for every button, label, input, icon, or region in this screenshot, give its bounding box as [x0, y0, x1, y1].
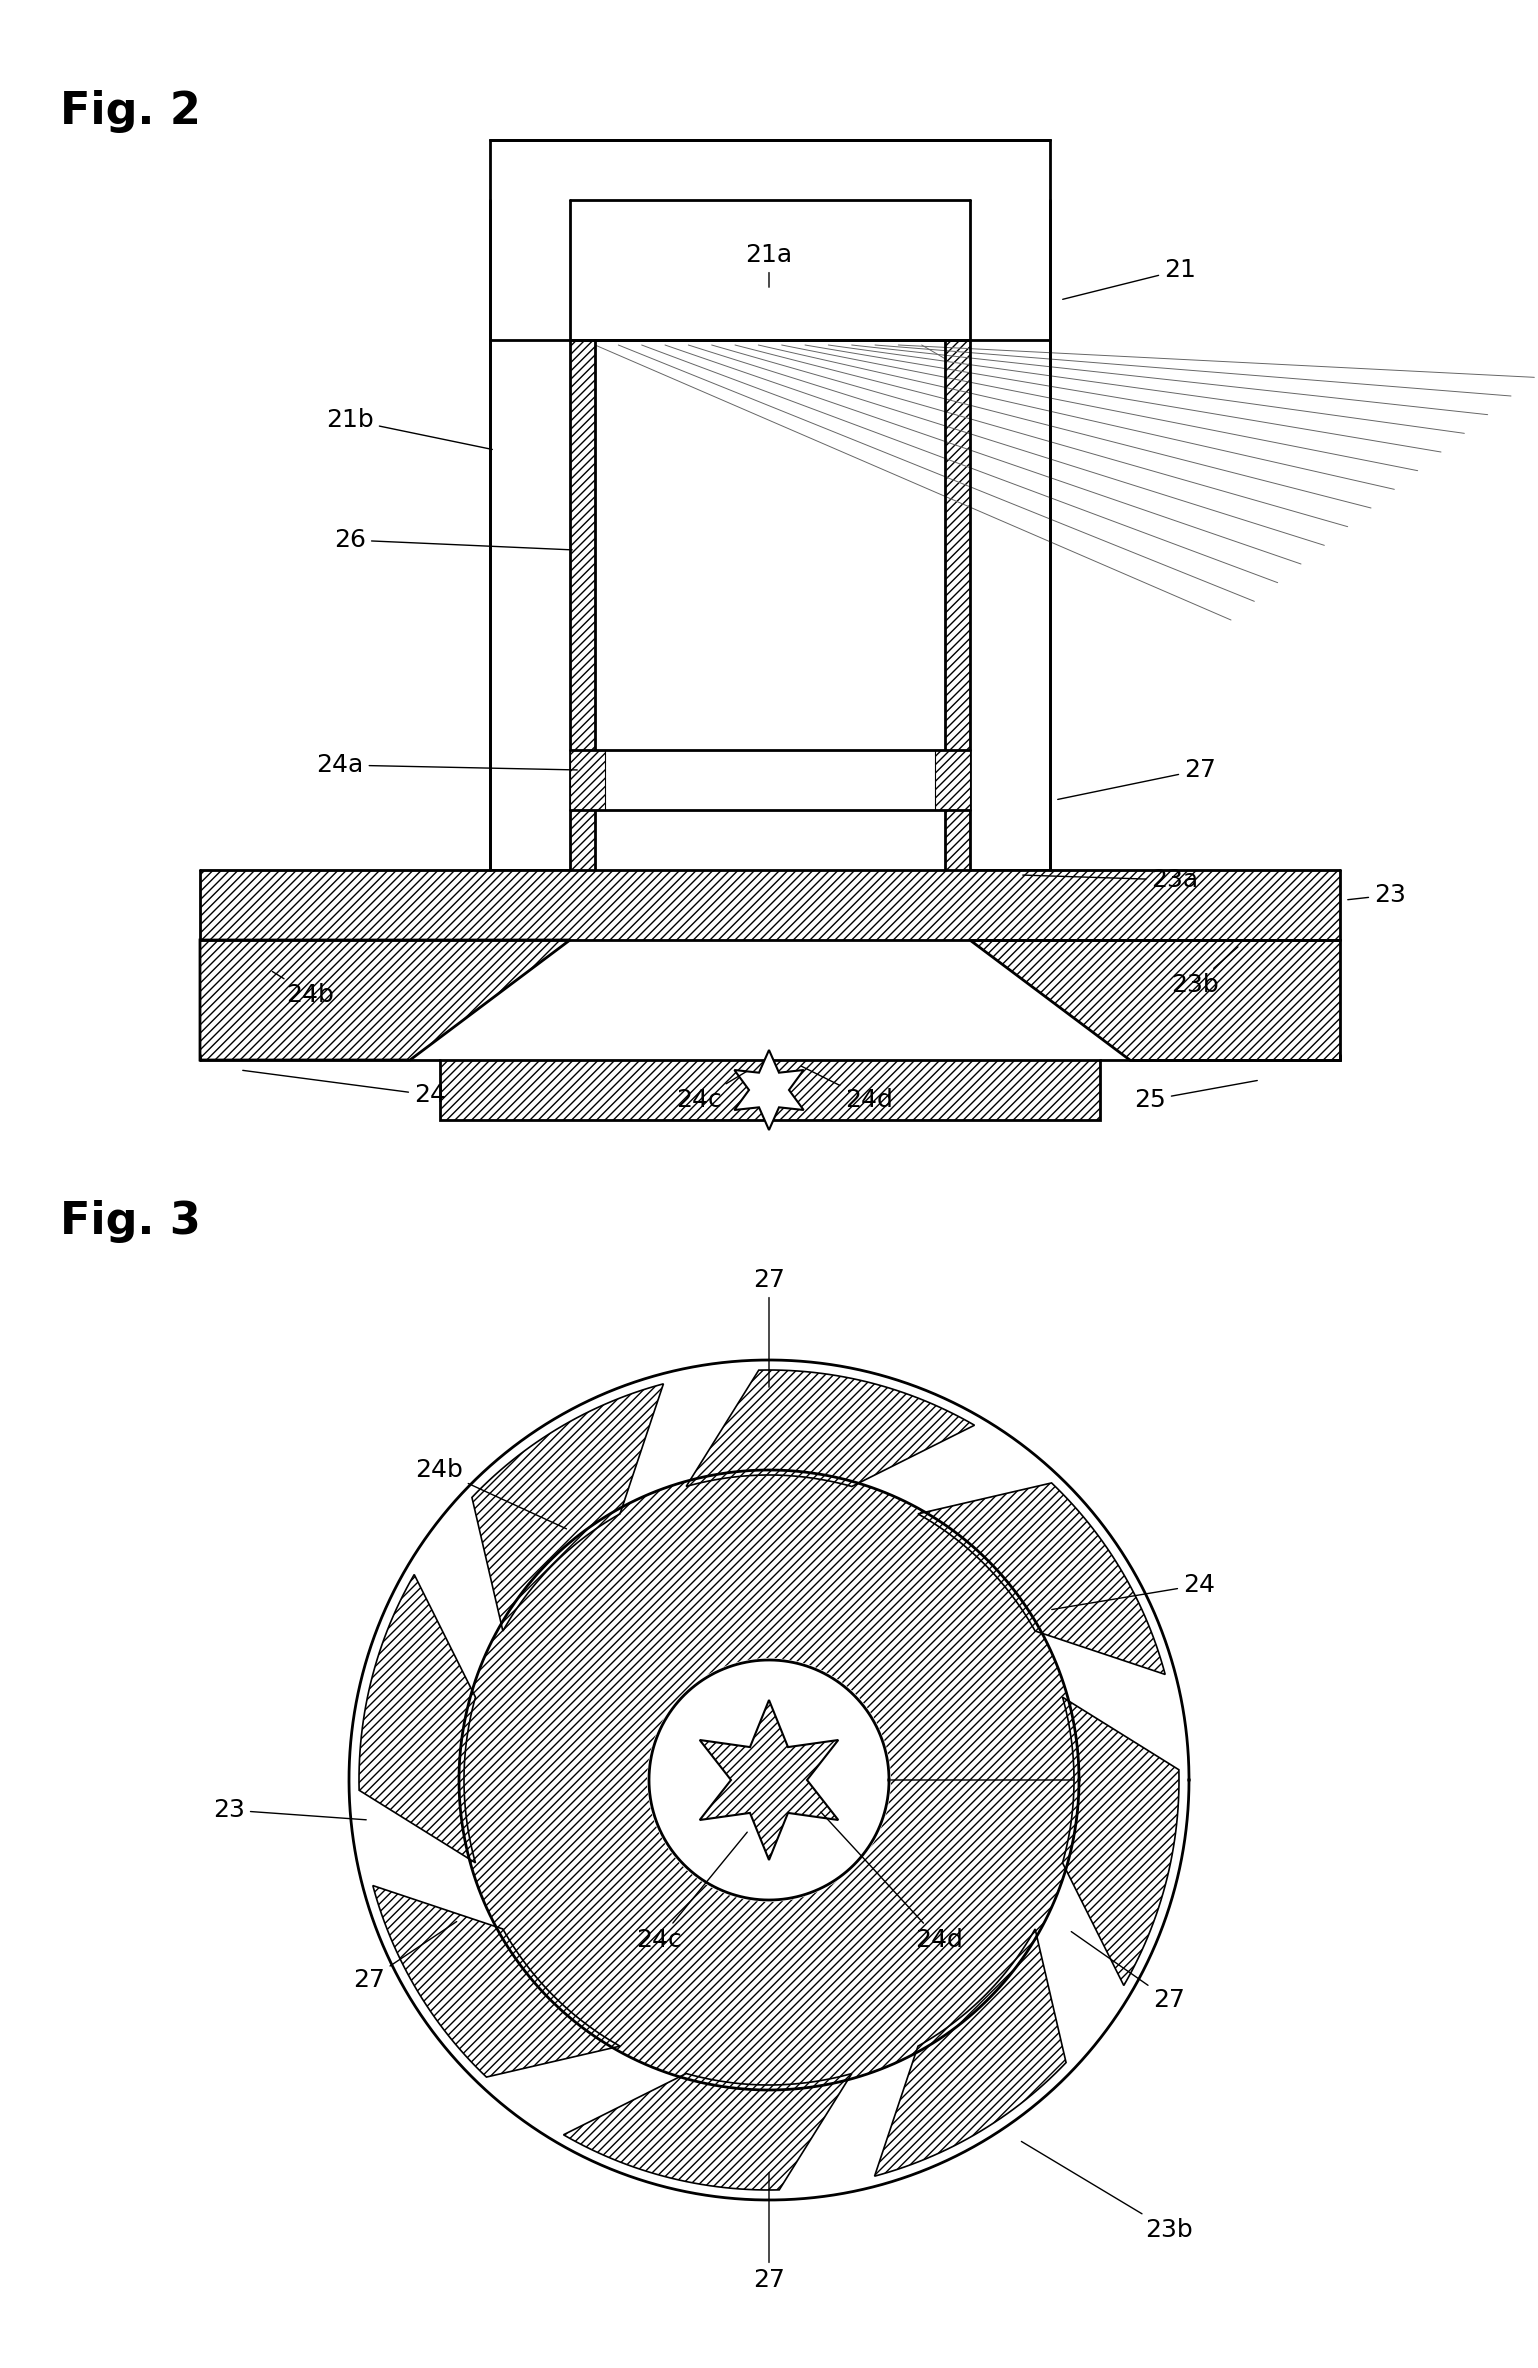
Text: 23b: 23b: [1170, 947, 1238, 997]
Polygon shape: [491, 140, 1050, 199]
Text: 26: 26: [334, 528, 572, 552]
Bar: [491, 140, 1050, 869]
Text: 24d: 24d: [821, 1812, 963, 1951]
Text: 24b: 24b: [272, 971, 334, 1006]
Text: 24c: 24c: [637, 1833, 747, 1951]
Text: 23b: 23b: [1021, 2141, 1193, 2242]
Polygon shape: [875, 1930, 1066, 2176]
Polygon shape: [970, 199, 1050, 869]
Text: Fig. 2: Fig. 2: [60, 90, 201, 133]
Text: 23: 23: [214, 1797, 366, 1821]
Text: 23a: 23a: [1023, 869, 1198, 893]
Text: 27: 27: [754, 2174, 784, 2292]
Polygon shape: [686, 1371, 975, 1487]
Text: 21: 21: [1063, 258, 1197, 298]
Polygon shape: [944, 341, 970, 869]
Polygon shape: [458, 1471, 1080, 2091]
Polygon shape: [200, 869, 1340, 940]
Polygon shape: [734, 1049, 804, 1130]
Text: 24: 24: [243, 1070, 446, 1106]
Bar: [595, 341, 944, 869]
Polygon shape: [1063, 1698, 1180, 1984]
Polygon shape: [472, 1383, 663, 1632]
Polygon shape: [491, 199, 571, 869]
Text: 25: 25: [1134, 1080, 1257, 1113]
Polygon shape: [918, 1482, 1166, 1674]
Text: 24d: 24d: [801, 1066, 894, 1113]
Polygon shape: [200, 940, 571, 1061]
Text: 27: 27: [1058, 758, 1217, 800]
Text: 23: 23: [1347, 883, 1406, 907]
Polygon shape: [491, 140, 1050, 199]
Circle shape: [349, 1359, 1189, 2200]
Circle shape: [649, 1660, 889, 1899]
Text: 27: 27: [754, 1267, 784, 1388]
Text: 24c: 24c: [677, 1070, 746, 1113]
Polygon shape: [571, 751, 604, 810]
Text: 27: 27: [1072, 1932, 1184, 2013]
Circle shape: [647, 1658, 891, 1902]
Polygon shape: [440, 1061, 1100, 1120]
Polygon shape: [571, 341, 595, 869]
Polygon shape: [935, 751, 970, 810]
Text: Fig. 3: Fig. 3: [60, 1201, 201, 1243]
Bar: [571, 199, 970, 869]
Circle shape: [458, 1471, 1080, 2091]
Polygon shape: [700, 1700, 838, 1859]
Text: 24: 24: [1052, 1572, 1215, 1610]
Polygon shape: [563, 2074, 852, 2190]
Text: 27: 27: [354, 1920, 457, 1991]
Text: 21b: 21b: [326, 407, 492, 450]
Polygon shape: [358, 1575, 475, 1864]
Polygon shape: [372, 1885, 620, 2077]
Text: 24b: 24b: [415, 1459, 566, 1530]
Text: 24a: 24a: [317, 753, 577, 777]
Text: 21a: 21a: [746, 244, 792, 287]
Polygon shape: [970, 940, 1340, 1061]
